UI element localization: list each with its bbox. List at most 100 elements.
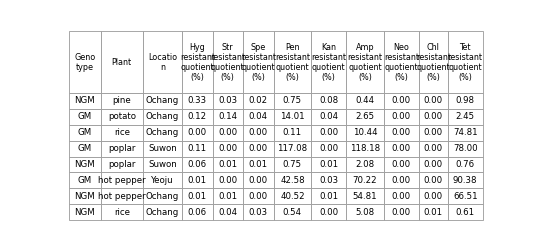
Text: 0.00: 0.00 <box>319 128 338 137</box>
Text: 0.03: 0.03 <box>249 208 268 217</box>
Text: 0.33: 0.33 <box>188 96 207 106</box>
Text: 2.65: 2.65 <box>356 112 374 121</box>
Bar <box>419 157 448 172</box>
Bar <box>101 141 143 157</box>
Bar <box>312 141 346 157</box>
Text: Ochang: Ochang <box>146 128 179 137</box>
Text: poplar: poplar <box>108 144 136 153</box>
Text: 0.00: 0.00 <box>392 160 411 169</box>
Text: 0.00: 0.00 <box>392 208 411 217</box>
Text: 0.06: 0.06 <box>188 208 207 217</box>
Bar <box>273 141 312 157</box>
Bar <box>346 31 384 93</box>
Bar <box>273 157 312 172</box>
Text: Tet
resistant
quotient
(%): Tet resistant quotient (%) <box>448 43 483 82</box>
Text: 0.00: 0.00 <box>424 112 443 121</box>
Text: 0.00: 0.00 <box>424 128 443 137</box>
Bar <box>312 157 346 172</box>
Bar <box>143 125 182 141</box>
Text: 0.98: 0.98 <box>456 96 475 106</box>
Bar <box>101 157 143 172</box>
Text: 0.00: 0.00 <box>319 208 338 217</box>
Bar <box>182 93 213 109</box>
Text: Spe
resistant
quotient
(%): Spe resistant quotient (%) <box>241 43 276 82</box>
Bar <box>243 31 273 93</box>
Text: GM: GM <box>77 128 92 137</box>
Bar <box>243 141 273 157</box>
Text: NGM: NGM <box>74 96 95 106</box>
Text: 0.01: 0.01 <box>188 176 207 185</box>
Bar <box>419 31 448 93</box>
Text: Ochang: Ochang <box>146 112 179 121</box>
Text: 78.00: 78.00 <box>453 144 478 153</box>
Bar <box>419 204 448 220</box>
Text: 0.00: 0.00 <box>392 128 411 137</box>
Text: GM: GM <box>77 112 92 121</box>
Bar <box>213 188 243 204</box>
Text: 0.00: 0.00 <box>218 128 237 137</box>
Bar <box>182 31 213 93</box>
Bar <box>384 204 419 220</box>
Bar <box>346 172 384 188</box>
Bar <box>448 125 483 141</box>
Bar <box>448 93 483 109</box>
Bar <box>243 109 273 125</box>
Text: 0.75: 0.75 <box>283 160 302 169</box>
Text: Pen
resistant
quotient
(%): Pen resistant quotient (%) <box>275 43 310 82</box>
Bar <box>69 31 101 93</box>
Bar <box>213 93 243 109</box>
Bar <box>69 125 101 141</box>
Text: Yeoju: Yeoju <box>151 176 174 185</box>
Text: Geno
type: Geno type <box>74 53 95 72</box>
Bar <box>384 125 419 141</box>
Text: Str
resistant
quotient
(%): Str resistant quotient (%) <box>210 43 245 82</box>
Text: 117.08: 117.08 <box>278 144 308 153</box>
Text: 0.76: 0.76 <box>456 160 475 169</box>
Text: 0.00: 0.00 <box>218 176 237 185</box>
Bar <box>243 125 273 141</box>
Bar <box>448 157 483 172</box>
Bar <box>384 109 419 125</box>
Bar <box>143 204 182 220</box>
Bar <box>384 188 419 204</box>
Text: GM: GM <box>77 176 92 185</box>
Text: 0.75: 0.75 <box>283 96 302 106</box>
Text: 0.00: 0.00 <box>249 128 268 137</box>
Bar <box>346 141 384 157</box>
Bar <box>182 172 213 188</box>
Bar <box>143 93 182 109</box>
Bar <box>243 172 273 188</box>
Bar <box>346 204 384 220</box>
Bar <box>69 172 101 188</box>
Text: 10.44: 10.44 <box>353 128 377 137</box>
Text: 0.01: 0.01 <box>218 192 237 201</box>
Text: 0.04: 0.04 <box>249 112 268 121</box>
Text: 42.58: 42.58 <box>280 176 305 185</box>
Bar <box>312 125 346 141</box>
Text: 0.00: 0.00 <box>218 144 237 153</box>
Text: NGM: NGM <box>74 208 95 217</box>
Bar <box>69 109 101 125</box>
Bar <box>273 204 312 220</box>
Bar <box>243 93 273 109</box>
Bar <box>69 141 101 157</box>
Text: 0.01: 0.01 <box>319 192 338 201</box>
Text: Suwon: Suwon <box>148 144 177 153</box>
Bar <box>346 125 384 141</box>
Text: 0.00: 0.00 <box>424 144 443 153</box>
Bar <box>182 125 213 141</box>
Text: 0.00: 0.00 <box>319 144 338 153</box>
Bar <box>384 31 419 93</box>
Text: 0.03: 0.03 <box>218 96 237 106</box>
Bar <box>213 31 243 93</box>
Text: GM: GM <box>77 144 92 153</box>
Bar <box>384 141 419 157</box>
Bar <box>69 93 101 109</box>
Bar <box>143 172 182 188</box>
Text: 0.00: 0.00 <box>392 176 411 185</box>
Text: 0.00: 0.00 <box>424 96 443 106</box>
Bar <box>346 93 384 109</box>
Text: 0.04: 0.04 <box>319 112 338 121</box>
Text: Neo
resistant
quotient
(%): Neo resistant quotient (%) <box>384 43 419 82</box>
Text: poplar: poplar <box>108 160 136 169</box>
